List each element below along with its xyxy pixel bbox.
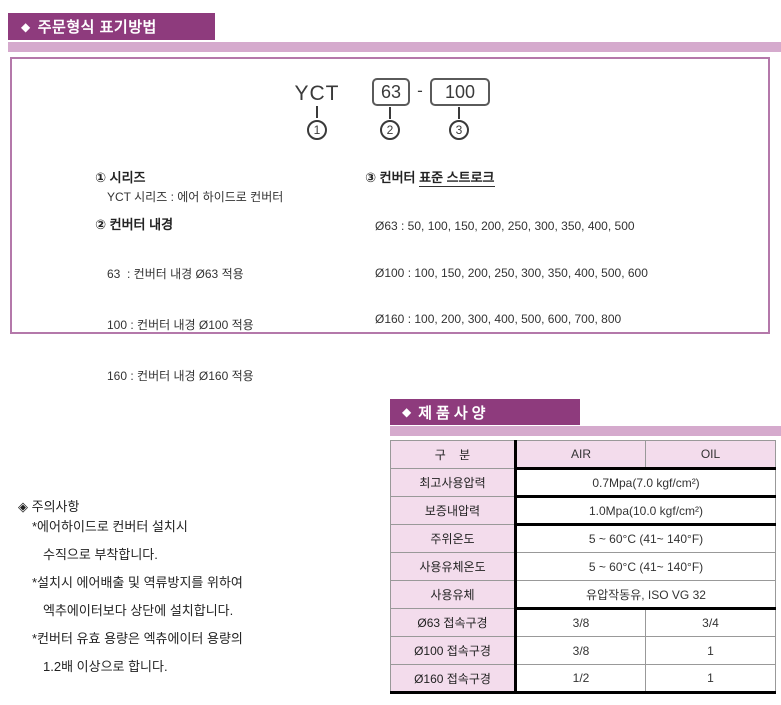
order-section-header: ◆ 주문형식 표기방법 xyxy=(8,13,215,40)
table-row: 사용유체온도 5 ~ 60°C (41~ 140°F) xyxy=(390,552,776,581)
row-value-oil: 1 xyxy=(645,636,776,665)
legend-series-desc: YCT 시리즈 : 에어 하이드로 컨버터 xyxy=(107,190,284,204)
table-row: 주위온도 5 ~ 60°C (41~ 140°F) xyxy=(390,524,776,553)
callout-circle-3: 3 xyxy=(449,120,469,140)
legend-bore-items: 63 : 컨버터 내경 Ø63 적용 100 : 컨버터 내경 Ø100 적용 … xyxy=(107,232,254,419)
spec-table: 구 분 AIR OIL 최고사용압력 0.7Mpa(7.0 kgf/cm²) 보… xyxy=(390,440,776,694)
legend-bore-item: 100 : 컨버터 내경 Ø100 적용 xyxy=(107,318,254,332)
legend-bore-title: ② 컨버터 내경 xyxy=(95,217,174,232)
row-value-air: 3/8 xyxy=(515,608,646,637)
table-header-row: 구 분 AIR OIL xyxy=(390,440,776,470)
callout-line-3 xyxy=(458,107,460,119)
legend-stroke-title-prefix: ③ 컨버터 xyxy=(365,170,420,185)
legend-stroke-title: ③ 컨버터 표준 스트로크 xyxy=(365,167,495,187)
legend-stroke-item: Ø160 : 100, 200, 300, 400, 500, 600, 700… xyxy=(375,312,622,326)
legend-bore-item: 160 : 컨버터 내경 Ø160 적용 xyxy=(107,369,254,383)
model-code-separator: - xyxy=(417,81,423,100)
row-label: Ø63 접속구경 xyxy=(390,608,517,637)
row-value: 5 ~ 60°C (41~ 140°F) xyxy=(515,552,776,581)
caution-line: 수직으로 부착합니다. xyxy=(43,547,158,562)
spec-section-title: 제품사양 xyxy=(418,404,490,422)
row-value-oil: 1 xyxy=(645,664,776,693)
table-row: Ø63 접속구경 3/8 3/4 xyxy=(390,608,776,637)
row-label: 사용유체온도 xyxy=(390,552,517,581)
table-row: 보증내압력 1.0Mpa(10.0 kgf/cm²) xyxy=(390,496,776,526)
caution-title: ◈ 주의사항 xyxy=(18,499,80,514)
diamond-icon: ◆ xyxy=(402,405,412,419)
order-accent-bar xyxy=(8,42,781,52)
row-value-air: 1/2 xyxy=(515,664,646,693)
row-label: 보증내압력 xyxy=(390,496,517,525)
diamond-icon: ◆ xyxy=(21,19,31,34)
callout-line-1 xyxy=(316,106,318,118)
model-stroke-box: 100 xyxy=(430,78,490,106)
spec-table-container: 구 분 AIR OIL 최고사용압력 0.7Mpa(7.0 kgf/cm²) 보… xyxy=(390,440,776,694)
table-row: 최고사용압력 0.7Mpa(7.0 kgf/cm²) xyxy=(390,468,776,498)
caution-line: *컨버터 유효 용량은 엑츄에이터 용량의 xyxy=(32,631,243,646)
spec-accent-bar xyxy=(390,426,781,436)
caution-list: *에어하이드로 컨버터 설치시 수직으로 부착합니다. *설치시 에어배출 및 … xyxy=(32,513,243,681)
order-section-title: 주문형식 표기방법 xyxy=(37,19,157,36)
row-value: 1.0Mpa(10.0 kgf/cm²) xyxy=(515,496,776,526)
model-bore-box: 63 xyxy=(372,78,410,106)
row-value-oil: 3/4 xyxy=(645,608,776,637)
row-value-air: 3/8 xyxy=(515,636,646,665)
table-row: Ø160 접속구경 1/2 1 xyxy=(390,664,776,693)
table-row: 사용유체 유압작동유, ISO VG 32 xyxy=(390,580,776,610)
row-value: 유압작동유, ISO VG 32 xyxy=(515,580,776,610)
legend-series-title: ① 시리즈 xyxy=(95,170,146,185)
column-header-oil: OIL xyxy=(645,440,776,470)
spec-section-header: ◆ 제품사양 xyxy=(390,399,580,425)
row-label: 최고사용압력 xyxy=(390,468,517,497)
order-format-box: YCT 63 - 100 1 2 3 ① 시리즈 YCT 시리즈 : 에어 하이… xyxy=(10,57,770,383)
row-value: 5 ~ 60°C (41~ 140°F) xyxy=(515,524,776,553)
caution-line: *설치시 에어배출 및 역류방지를 위하여 xyxy=(32,575,243,590)
row-label: 사용유체 xyxy=(390,580,517,609)
legend-bore-item: 63 : 컨버터 내경 Ø63 적용 xyxy=(107,267,244,281)
callout-line-2 xyxy=(389,107,391,119)
row-label: Ø100 접속구경 xyxy=(390,636,517,665)
callout-circle-1: 1 xyxy=(307,120,327,140)
column-header-label: 구 분 xyxy=(390,440,517,469)
caution-line: 1.2배 이상으로 합니다. xyxy=(43,659,168,674)
legend-stroke-title-underlined: 표준 스트로크 xyxy=(419,170,495,187)
column-header-air: AIR xyxy=(515,440,646,470)
callout-circle-2: 2 xyxy=(380,120,400,140)
row-label: 주위온도 xyxy=(390,524,517,553)
row-value: 0.7Mpa(7.0 kgf/cm²) xyxy=(515,468,776,498)
caution-line: 엑추에이터보다 상단에 설치합니다. xyxy=(43,603,234,618)
legend-stroke-item: Ø63 : 50, 100, 150, 200, 250, 300, 350, … xyxy=(375,219,635,233)
row-label: Ø160 접속구경 xyxy=(390,664,517,693)
caution-line: *에어하이드로 컨버터 설치시 xyxy=(32,519,188,534)
table-row: Ø100 접속구경 3/8 1 xyxy=(390,636,776,665)
legend-stroke-item: Ø100 : 100, 150, 200, 250, 300, 350, 400… xyxy=(375,265,648,280)
legend-stroke-items: Ø63 : 50, 100, 150, 200, 250, 300, 350, … xyxy=(375,188,648,359)
model-series-text: YCT xyxy=(294,82,340,105)
